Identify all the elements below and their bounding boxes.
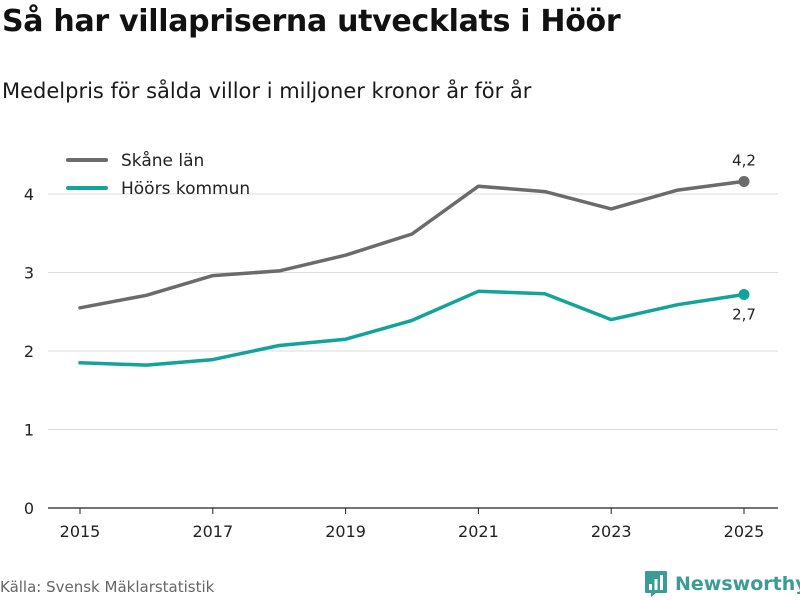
series-line-0 bbox=[78, 179, 746, 310]
y-tick-label: 1 bbox=[24, 421, 34, 440]
x-tick-label: 2017 bbox=[192, 522, 233, 541]
brand: Newsworthy bbox=[644, 569, 800, 599]
series-end-point-0 bbox=[738, 175, 750, 187]
source-note: Källa: Svensk Mäklarstatistik bbox=[0, 578, 215, 596]
y-tick-label: 2 bbox=[24, 342, 34, 361]
y-tick-label: 4 bbox=[24, 185, 34, 204]
chart-title: Så har villapriserna utvecklats i Höör bbox=[2, 4, 621, 39]
x-tick-label: 2021 bbox=[458, 522, 499, 541]
legend-label-1: Höörs kommun bbox=[121, 179, 250, 199]
x-tick-label: 2019 bbox=[325, 522, 366, 541]
series-end-point-1 bbox=[738, 288, 750, 300]
newsworthy-logo-icon bbox=[645, 571, 667, 597]
brand-name: Newsworthy bbox=[675, 573, 800, 595]
series-line-1 bbox=[78, 289, 746, 367]
y-tick-label: 0 bbox=[24, 499, 34, 518]
legend-label-0: Skåne län bbox=[121, 150, 204, 171]
x-tick-label: 2023 bbox=[591, 522, 632, 541]
series-end-label-0: 4,2 bbox=[732, 151, 756, 169]
x-tick-label: 2015 bbox=[60, 522, 101, 541]
x-tick-label: 2025 bbox=[724, 522, 765, 541]
y-tick-label: 3 bbox=[24, 264, 34, 283]
chart-subtitle: Medelpris för sålda villor i miljoner kr… bbox=[2, 79, 532, 103]
series-end-label-1: 2,7 bbox=[732, 305, 756, 323]
